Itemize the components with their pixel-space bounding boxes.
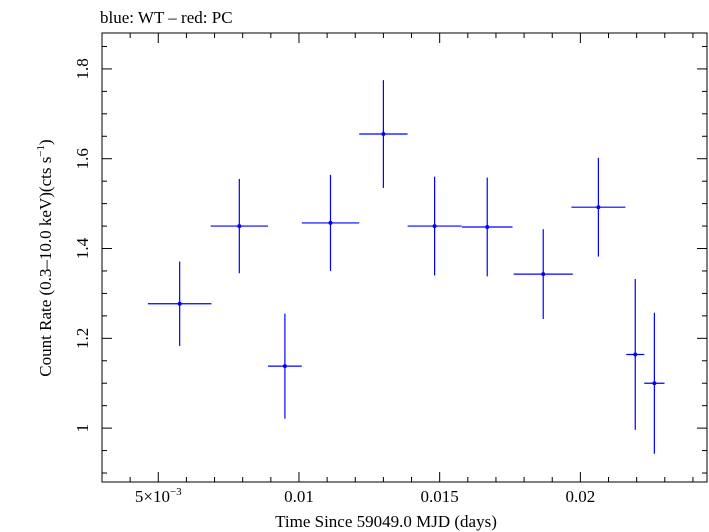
data-point <box>513 229 573 320</box>
point-marker <box>432 224 437 229</box>
x-axis-tick-labels: 5×10−3 0.01 0.015 0.02 <box>135 486 595 506</box>
x-tick-label-3: 0.02 <box>565 487 595 506</box>
y-tick-label-4: 1.8 <box>73 58 92 79</box>
data-point <box>571 157 626 257</box>
data-point <box>461 177 513 277</box>
data-point <box>301 174 360 271</box>
point-marker <box>282 364 287 369</box>
y-tick-label-1: 1.2 <box>73 328 92 349</box>
y-tick-label-0: 1 <box>73 424 92 433</box>
point-marker <box>237 224 242 229</box>
data-point <box>644 312 665 454</box>
y-axis-label: Count Rate (0.3–10.0 keV)(cts s−1) <box>35 139 55 376</box>
data-point <box>626 279 645 430</box>
point-marker <box>328 220 333 225</box>
data-point <box>407 176 462 276</box>
point-marker <box>541 272 546 277</box>
point-marker <box>177 301 182 306</box>
data-point <box>147 261 212 346</box>
x-axis-label: Time Since 59049.0 MJD (days) <box>275 512 497 531</box>
y-axis-tick-labels: 1 1.2 1.4 1.6 1.8 <box>73 58 92 432</box>
x-tick-label-1: 0.01 <box>284 487 314 506</box>
x-tick-label-2: 0.015 <box>421 487 459 506</box>
data-point <box>359 80 408 188</box>
y-tick-label-3: 1.6 <box>73 148 92 169</box>
plot-frame <box>101 32 708 483</box>
data-series <box>147 80 665 454</box>
x-tick-label-0: 5×10−3 <box>135 486 182 506</box>
data-point <box>268 313 302 419</box>
chart-title: blue: WT – red: PC <box>100 8 233 27</box>
data-point <box>210 178 269 274</box>
x-axis-ticks <box>101 33 694 482</box>
y-tick-label-2: 1.4 <box>73 237 92 259</box>
point-marker <box>633 352 638 357</box>
y-axis-ticks <box>102 45 707 474</box>
point-marker <box>596 205 601 210</box>
point-marker <box>485 224 490 229</box>
point-marker <box>381 132 386 137</box>
point-marker <box>652 381 657 386</box>
